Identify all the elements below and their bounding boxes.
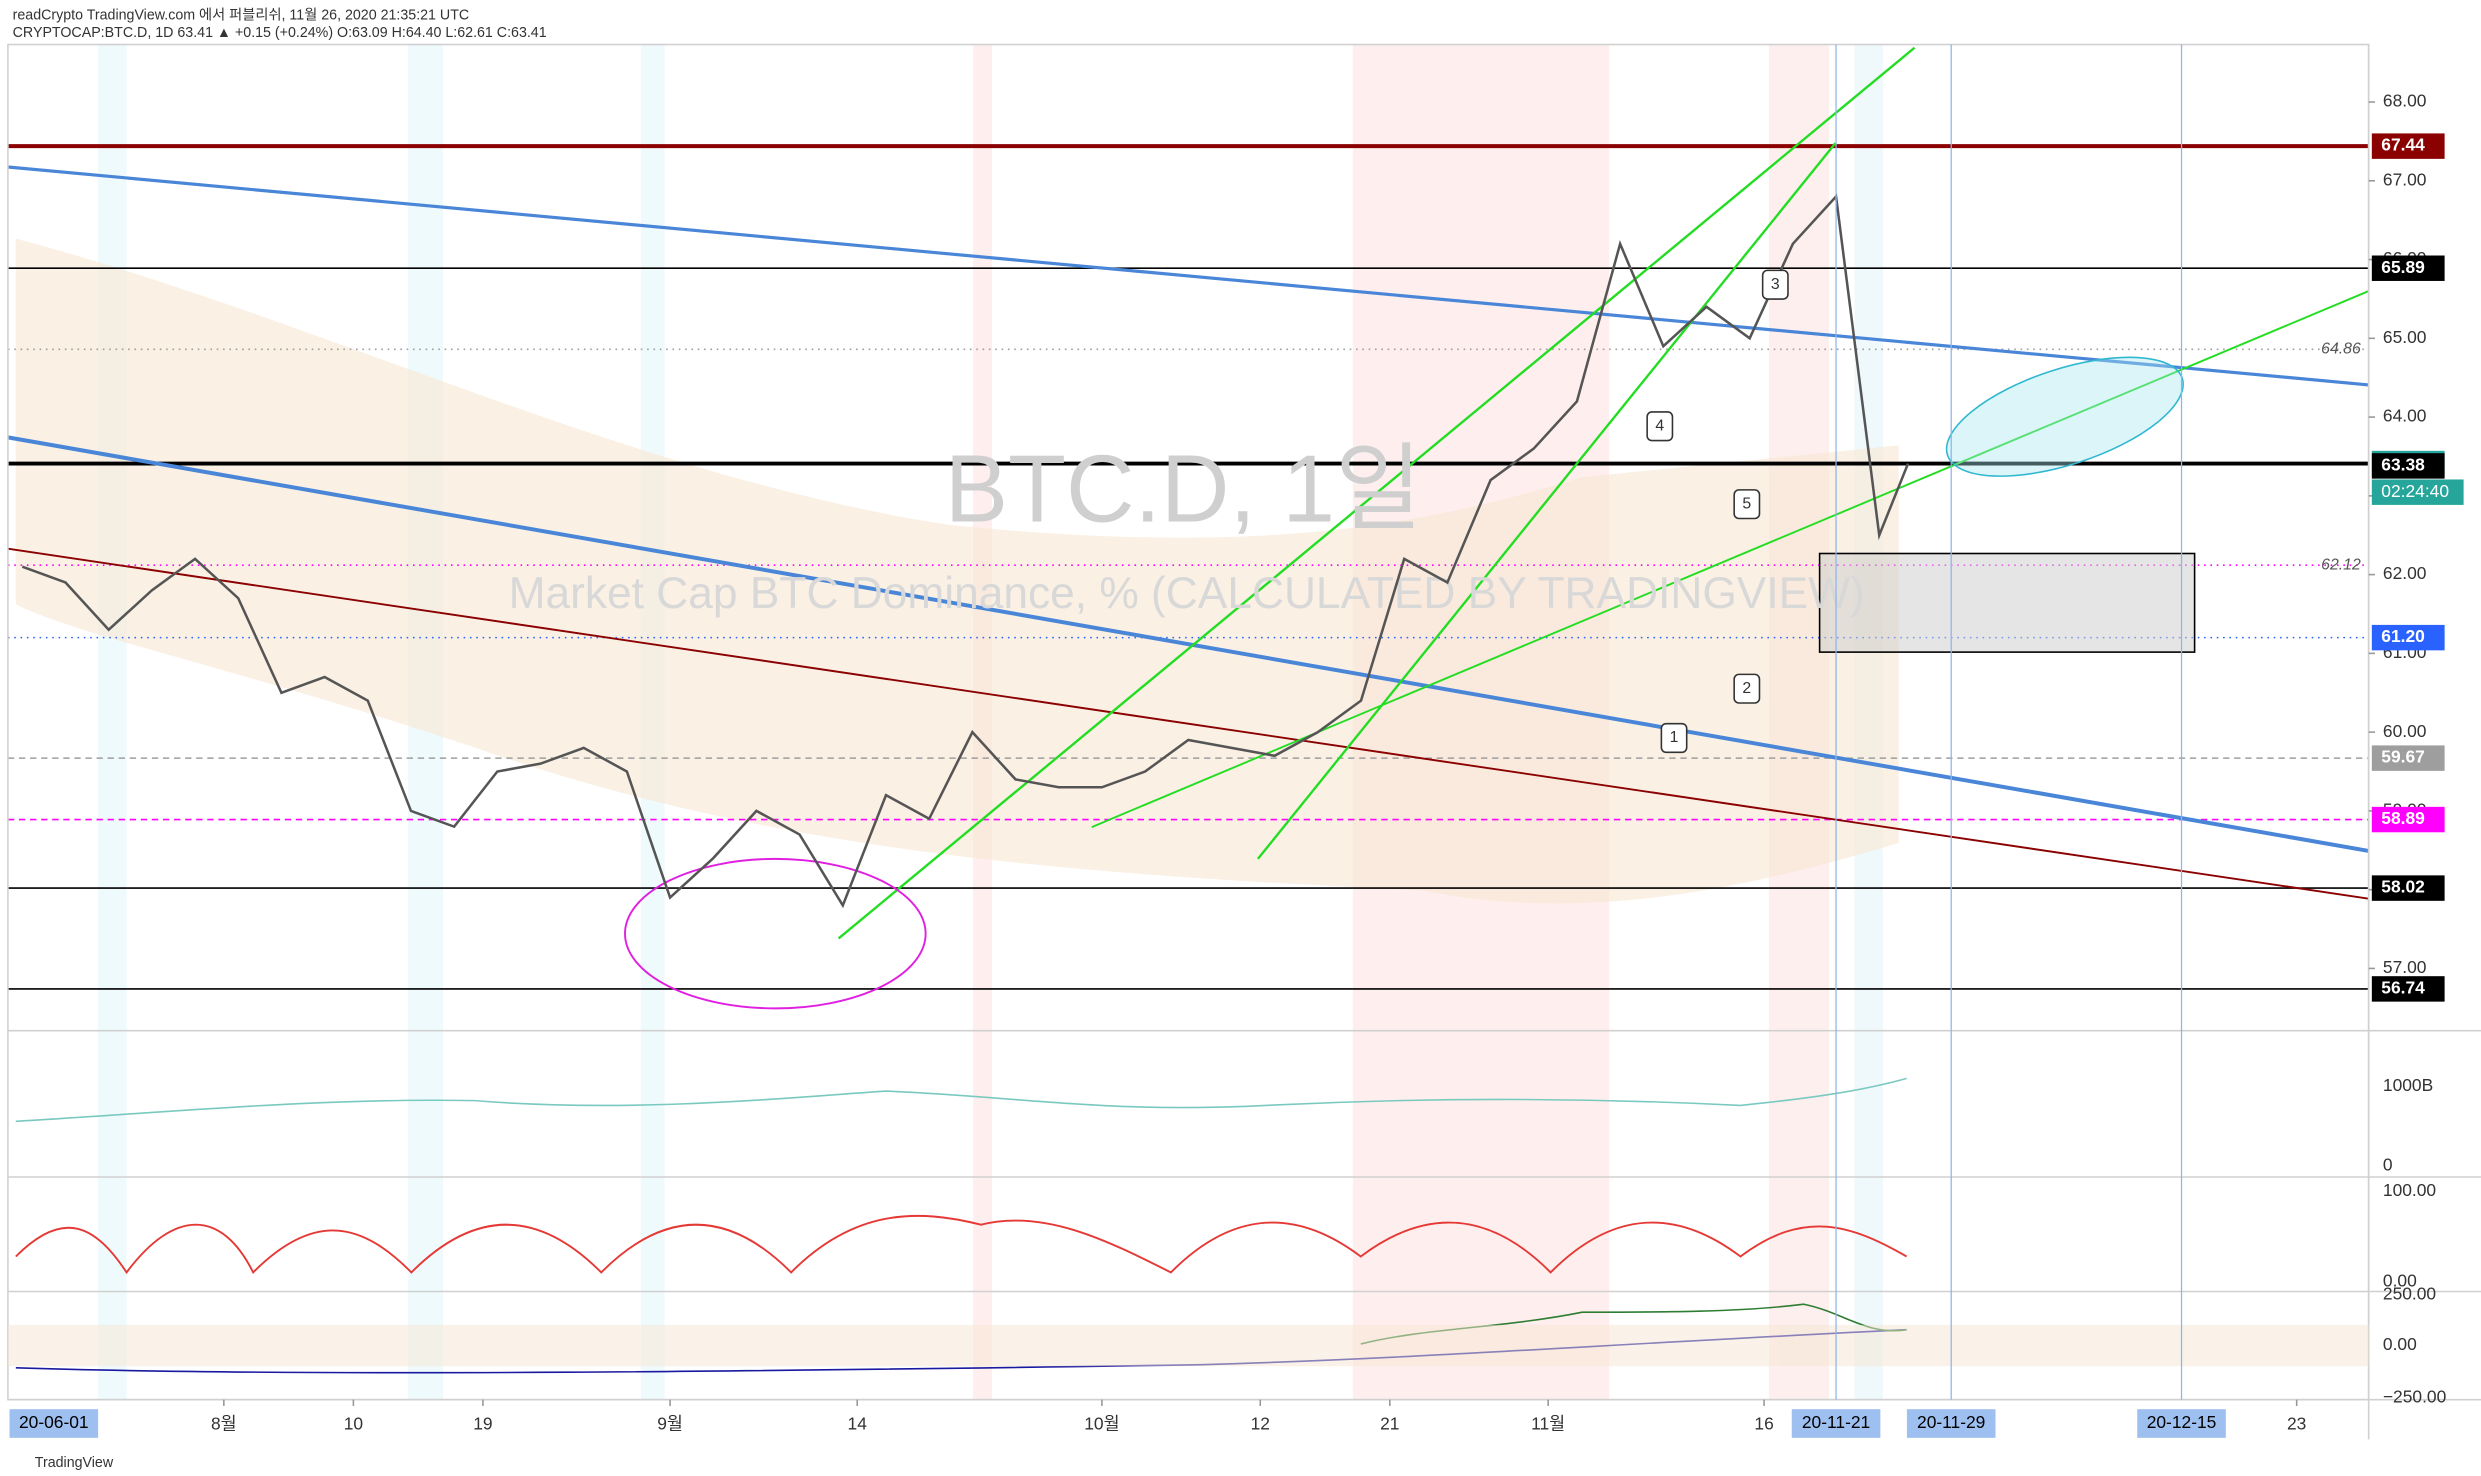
pane-tick-label: 0.00 <box>2383 1271 2417 1291</box>
date-marker-box <box>1906 1409 1996 1438</box>
pane-tick-label: 0.00 <box>2383 1334 2417 1354</box>
price-label: 59.67 <box>2381 747 2425 767</box>
x-tick-label: 10월 <box>1084 1414 1119 1434</box>
indicators <box>7 1077 2369 1374</box>
pane-tick-label: −250.00 <box>2383 1387 2447 1407</box>
price-label-box <box>2371 976 2445 1002</box>
wave-label: 1 <box>1670 729 1679 746</box>
indicator-band <box>7 1324 2369 1367</box>
countdown-box <box>2371 479 2464 505</box>
drawings <box>7 46 2370 1010</box>
price-label-box <box>2371 806 2445 833</box>
ellipse <box>1945 356 2184 477</box>
price-label-box <box>2371 745 2445 771</box>
note-label: 62.12 <box>2321 556 2361 573</box>
pane-tick-label: 0 <box>2383 1154 2393 1174</box>
wave-box <box>1733 673 1761 704</box>
y-tick-label: 60.00 <box>2383 721 2427 741</box>
wave-box <box>1761 269 1789 300</box>
ellipse <box>624 857 927 1010</box>
price-label-box <box>2371 875 2445 901</box>
y-tick-label: 68.00 <box>2383 91 2427 111</box>
price-label-box <box>2371 133 2445 159</box>
pane-tick-label: 250.00 <box>2383 1283 2436 1303</box>
price-label-box <box>2371 453 2445 479</box>
x-tick-label: 21 <box>1380 1414 1399 1434</box>
price-label: 65.89 <box>2381 257 2425 277</box>
frames <box>7 43 2481 1440</box>
x-tick-label: 23 <box>2287 1414 2306 1434</box>
wave-label: 2 <box>1742 680 1751 697</box>
price-label: 56.74 <box>2381 977 2425 997</box>
x-tick-label: 9월 <box>657 1414 683 1434</box>
pane-tick-label: 1000B <box>2383 1075 2433 1095</box>
x-tick-label: 16 <box>1754 1414 1773 1434</box>
date-marker-box <box>1791 1409 1881 1438</box>
price-label-box <box>2371 624 2445 651</box>
watermark-title: BTC.D, 1일 <box>945 436 1423 542</box>
x-tick-label: 10 <box>344 1414 364 1434</box>
price-label: 61.20 <box>2381 626 2425 646</box>
range-start: 20-06-01 <box>19 1412 89 1432</box>
price-label: 67.44 <box>2381 135 2425 155</box>
wave-label: 5 <box>1742 495 1751 512</box>
trend-line <box>837 46 1916 940</box>
x-tick-label: 19 <box>473 1414 492 1434</box>
x-tick-label: 11월 <box>1531 1414 1565 1434</box>
trend-line <box>1256 142 1837 860</box>
wave-label: 4 <box>1655 417 1664 434</box>
countdown: 02:24:40 <box>2381 481 2449 501</box>
band <box>98 44 127 1400</box>
header-line: readCrypto TradingView.com 에서 퍼블리쉬, 11월 … <box>13 7 470 24</box>
cloud <box>15 238 1899 904</box>
x-tick-label: 12 <box>1251 1414 1270 1434</box>
price-label: 63.38 <box>2381 454 2425 474</box>
date-marker: 20-12-15 <box>2147 1412 2217 1432</box>
indicator-line <box>15 1214 1908 1275</box>
y-tick-label: 64.00 <box>2383 406 2427 426</box>
price-label: 58.02 <box>2381 877 2425 897</box>
x-tick-label: 8월 <box>211 1414 237 1434</box>
price-label-box <box>2371 255 2445 281</box>
date-marker-box <box>2137 1409 2226 1438</box>
date-marker: 20-11-29 <box>1917 1412 1985 1432</box>
x-tick-label: 14 <box>848 1414 868 1434</box>
header-line: CRYPTOCAP:BTC.D, 1D 63.41 ▲ +0.15 (+0.24… <box>13 25 547 41</box>
date-marker: 20-11-21 <box>1802 1412 1870 1432</box>
note-label: 64.86 <box>2321 341 2361 358</box>
indicator-line <box>15 1077 1907 1123</box>
range-start-box <box>9 1409 99 1438</box>
watermark-subtitle: Market Cap BTC Dominance, % (CALCULATED … <box>509 569 1865 618</box>
box <box>1818 552 2196 653</box>
price-line <box>21 193 1910 909</box>
price-label: 58.89 <box>2381 808 2425 828</box>
trend-line <box>7 435 2369 853</box>
y-tick-label: 65.00 <box>2383 327 2427 347</box>
pane-tick-label: 100.00 <box>2383 1180 2436 1200</box>
y-tick-label: 57.00 <box>2383 957 2427 977</box>
trend-line <box>7 165 2369 387</box>
wave-box <box>1733 489 1761 520</box>
trend-line <box>1091 290 2370 828</box>
y-tick-label: 67.00 <box>2383 169 2427 189</box>
wave-box <box>1660 722 1688 754</box>
y-tick-label: 62.00 <box>2383 563 2427 583</box>
logo: TradingView <box>35 1455 114 1471</box>
wave-box <box>1646 411 1674 442</box>
trend-line <box>7 547 2369 900</box>
wave-label: 3 <box>1771 276 1780 293</box>
